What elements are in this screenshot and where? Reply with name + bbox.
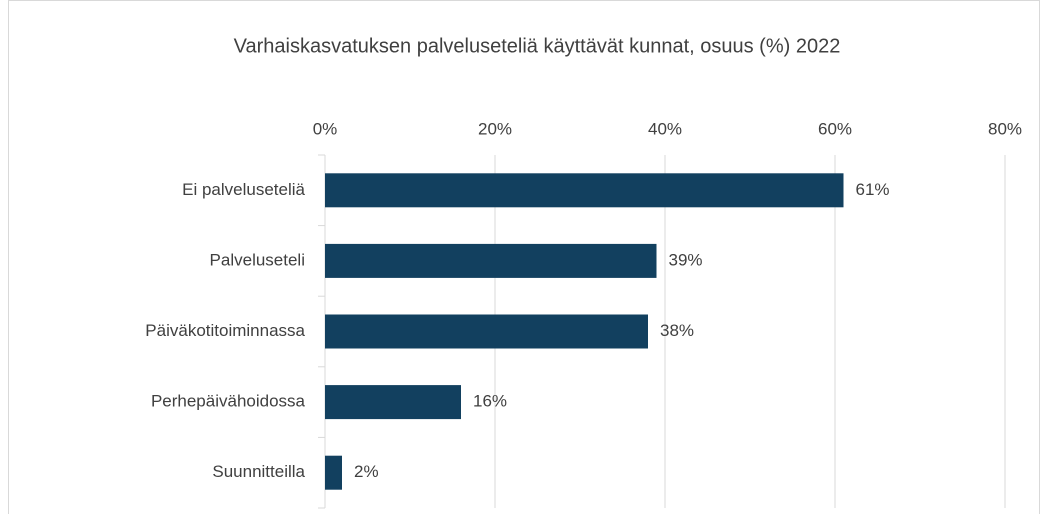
x-tick-label: 60% bbox=[818, 119, 852, 138]
x-tick-label: 20% bbox=[478, 119, 512, 138]
bar bbox=[325, 385, 461, 420]
y-tick-label: Suunnitteilla bbox=[212, 462, 305, 481]
bar bbox=[325, 314, 648, 349]
x-tick-label: 80% bbox=[988, 119, 1022, 138]
chart-title: Varhaiskasvatuksen palveluseteliä käyttä… bbox=[234, 35, 841, 57]
bar bbox=[325, 173, 844, 208]
data-label: 39% bbox=[669, 250, 703, 269]
y-tick-label: Palveluseteli bbox=[210, 250, 305, 269]
y-tick-label: Ei palveluseteliä bbox=[182, 180, 305, 199]
x-tick-label: 0% bbox=[313, 119, 338, 138]
chart-border bbox=[8, 0, 1040, 514]
bar bbox=[325, 243, 657, 278]
data-label: 38% bbox=[660, 321, 694, 340]
data-label: 16% bbox=[473, 392, 507, 411]
bar bbox=[325, 455, 342, 490]
y-tick-label: Perhepäivähoidossa bbox=[151, 392, 306, 411]
data-label: 61% bbox=[856, 180, 890, 199]
y-tick-label: Päiväkotitoiminnassa bbox=[145, 321, 305, 340]
data-label: 2% bbox=[354, 462, 379, 481]
x-tick-label: 40% bbox=[648, 119, 682, 138]
